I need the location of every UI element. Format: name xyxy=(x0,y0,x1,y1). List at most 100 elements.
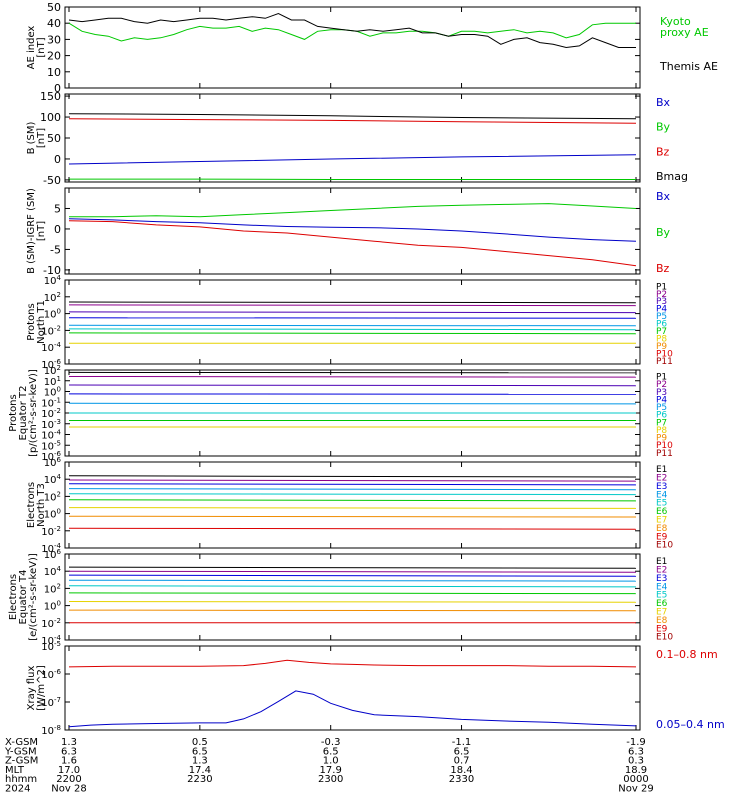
y-tick-label: 10-4 xyxy=(41,341,61,354)
series-line-p3 xyxy=(68,384,637,387)
series-line-e6 xyxy=(68,592,637,595)
panel-frame xyxy=(64,279,641,365)
legend-entry: E10 xyxy=(656,541,673,551)
legend-entry: E1 xyxy=(656,557,667,567)
series-group xyxy=(68,203,637,267)
series-line-e4 xyxy=(68,579,637,582)
y-tick-label: 102 xyxy=(44,364,61,377)
series-line-e1 xyxy=(68,566,637,569)
series-line-e6 xyxy=(68,499,637,502)
series-line-p1 xyxy=(68,301,637,304)
series-line-e7 xyxy=(68,507,637,509)
ephemeris-value: -0.3 xyxy=(321,737,341,748)
ephemeris-value: 6.5 xyxy=(323,746,339,757)
y-axis-label: B (SM) [nT] xyxy=(26,121,47,154)
series-line-bmag xyxy=(68,113,637,120)
legend-entry: P1 xyxy=(656,372,667,382)
legend-entry: P10 xyxy=(656,441,673,451)
series-line-e3 xyxy=(68,483,637,486)
legend-entry: P6 xyxy=(656,411,667,421)
legend-entry: P8 xyxy=(656,426,667,436)
series-line-0-1-0-8-nm xyxy=(68,659,637,668)
y-tick-label: -5 xyxy=(50,243,61,256)
legend-entry: P3 xyxy=(656,297,667,307)
panel-bsm: -50 0 50 100 150 B (SM) [nT] Bx By Bz Bmag xyxy=(26,90,688,187)
legend-entry: E7 xyxy=(656,516,667,526)
y-axis-label-line: Xray flux xyxy=(26,666,37,711)
legend-entry: 0.05–0.4 nm xyxy=(656,718,725,731)
series-line-bx xyxy=(68,154,637,165)
y-tick-label: 100 xyxy=(44,308,61,321)
y-tick-label: 102 xyxy=(44,490,61,503)
series-line-p2 xyxy=(68,304,637,307)
y-tick-label: 100 xyxy=(44,386,61,399)
y-tick-label: -50 xyxy=(43,174,61,187)
ephemeris-value: Nov 29 xyxy=(618,784,653,795)
y-axis-label-line: AE index xyxy=(26,26,37,70)
ephemeris-value: 0.7 xyxy=(454,756,470,767)
ephemeris-value: 6.3 xyxy=(61,746,77,757)
y-axis-label-line: North T3 xyxy=(36,483,47,527)
legend-entry: Themis AE xyxy=(659,60,718,73)
y-axis-label: B (SM)-IGRF (SM) [nT] xyxy=(26,188,47,274)
y-axis-label: Xray flux [W/m^2] xyxy=(26,665,47,711)
legend-entry: P7 xyxy=(656,327,667,337)
panel-frame xyxy=(64,461,641,549)
y-tick-label: 0 xyxy=(54,223,61,236)
ephemeris-value: 6.5 xyxy=(454,746,470,757)
ephemeris-value: 0000 xyxy=(623,774,648,785)
legend-entry: P11 xyxy=(656,449,673,459)
panel-frame xyxy=(64,93,641,183)
y-tick-label: 10-8 xyxy=(41,724,61,737)
ephemeris-value: 0.5 xyxy=(192,737,208,748)
legend-entry: P2 xyxy=(656,380,667,390)
ephemeris-value: 1.6 xyxy=(61,756,77,767)
y-tick-label: 20 xyxy=(47,50,61,63)
ephemeris-value: 1.3 xyxy=(61,737,77,748)
y-tick-label: 10-5 xyxy=(41,640,61,653)
ephemeris-value: 17.4 xyxy=(189,765,211,776)
series-line-e3 xyxy=(68,574,637,577)
y-tick-label: 106 xyxy=(44,456,62,469)
legend-entry: E2 xyxy=(656,474,667,484)
legend-entry: E7 xyxy=(656,608,667,618)
legend-entry: P9 xyxy=(656,342,667,352)
panel-frame xyxy=(64,187,641,275)
series-line-e5 xyxy=(68,585,637,588)
legend-entry: Bz xyxy=(656,262,670,275)
legend-entry: P4 xyxy=(656,395,667,405)
series-line-e8 xyxy=(68,515,637,518)
y-tick-label: 40 xyxy=(47,17,61,30)
y-tick-label: 50 xyxy=(47,1,61,14)
y-tick-label: 10-6 xyxy=(41,358,61,371)
ephemeris-value: 2330 xyxy=(449,774,474,785)
y-axis-label-line: Equator T2 xyxy=(18,386,29,441)
ephemeris-row-label: MLT xyxy=(5,765,25,776)
series-group xyxy=(68,371,637,428)
y-axis-label-line: B (SM)-IGRF (SM) xyxy=(26,188,37,274)
legend-entry: 0.1–0.8 nm xyxy=(656,648,718,661)
y-axis-label-line: [e/(cm²-s-sr-keV)] xyxy=(28,553,39,641)
legend-entry: E3 xyxy=(656,482,667,492)
y-tick-label: 5 xyxy=(54,202,61,215)
y-tick-label: 10 xyxy=(47,66,61,79)
series-line-0-05-0-4-nm xyxy=(68,690,637,728)
legend-entry: P5 xyxy=(656,403,667,413)
y-tick-label: 101 xyxy=(44,375,61,388)
ephemeris-value: 18.4 xyxy=(450,765,472,776)
legend-entry: Bx xyxy=(656,190,671,203)
y-tick-label: 10-6 xyxy=(41,668,61,681)
legend-entry: E8 xyxy=(656,616,668,626)
y-tick-label: 0 xyxy=(54,82,61,95)
series-line-e2 xyxy=(68,570,637,573)
legend-entry: E6 xyxy=(656,507,668,517)
ephemeris-value: 2300 xyxy=(318,774,343,785)
y-tick-label: 10-5 xyxy=(41,439,61,452)
series-line-p5 xyxy=(68,324,637,327)
y-axis-label-line: [nT] xyxy=(36,221,47,241)
ephemeris-row-label: 2024 xyxy=(5,784,30,795)
